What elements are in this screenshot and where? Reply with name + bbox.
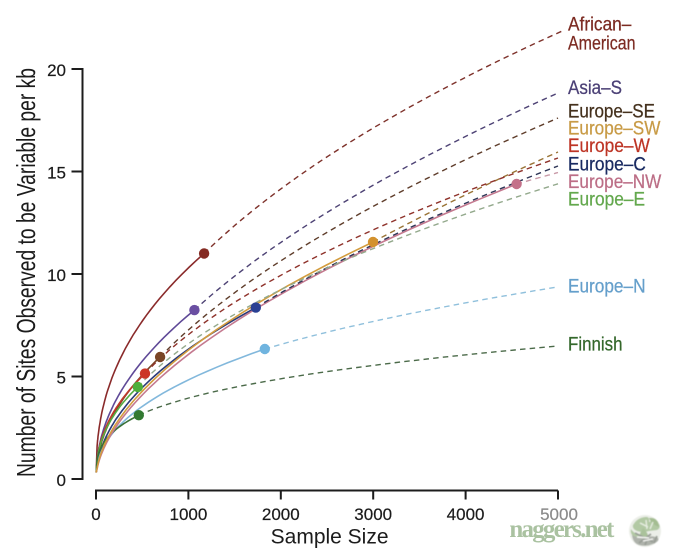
svg-text:Europe–SE: Europe–SE	[568, 102, 655, 123]
svg-text:American: American	[568, 34, 636, 55]
svg-text:0: 0	[91, 505, 100, 524]
svg-text:0: 0	[57, 471, 66, 490]
svg-text:5: 5	[57, 369, 66, 388]
svg-text:Europe–SW: Europe–SW	[568, 119, 660, 140]
svg-text:5000: 5000	[540, 505, 578, 524]
svg-text:10: 10	[47, 266, 66, 285]
svg-text:Europe–W: Europe–W	[568, 136, 650, 157]
svg-text:Europe–NW: Europe–NW	[568, 172, 661, 193]
svg-text:naggers.net: naggers.net	[509, 516, 615, 543]
svg-text:African–: African–	[568, 15, 632, 36]
svg-text:Europe–N: Europe–N	[568, 277, 646, 298]
svg-text:1000: 1000	[169, 505, 207, 524]
svg-text:15: 15	[47, 164, 66, 183]
svg-text:Europe–C: Europe–C	[568, 155, 646, 176]
svg-text:Finnish: Finnish	[568, 335, 623, 356]
svg-text:Europe–E: Europe–E	[568, 189, 645, 210]
svg-text:2000: 2000	[262, 505, 300, 524]
svg-text:4000: 4000	[447, 505, 485, 524]
svg-text:Asia–S: Asia–S	[568, 78, 622, 99]
svg-text:Number of Sites Observed to be: Number of Sites Observed to be Variable …	[11, 68, 41, 477]
svg-text:20: 20	[47, 61, 66, 80]
svg-text:Sample Size: Sample Size	[271, 526, 389, 549]
svg-text:3000: 3000	[354, 505, 392, 524]
